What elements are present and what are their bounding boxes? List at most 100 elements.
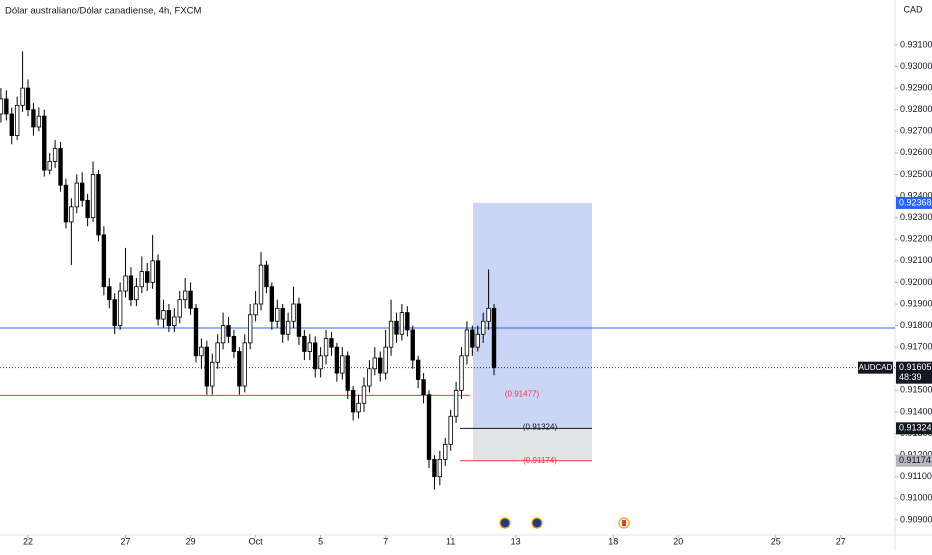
candle-body — [356, 402, 361, 413]
candle-body — [20, 87, 25, 106]
y-tick-label: 0.91200 — [900, 449, 932, 459]
candle-body — [480, 320, 486, 335]
x-tick-label: 25 — [771, 536, 781, 546]
event-icon[interactable] — [531, 517, 543, 529]
x-tick-label: 11 — [446, 536, 455, 546]
entry-badge: 0.91324 — [899, 423, 932, 433]
candle-body — [296, 303, 302, 337]
candle-body — [182, 290, 188, 301]
candle-body — [145, 271, 150, 283]
candle-body — [275, 307, 280, 322]
x-tick-label: 29 — [186, 536, 196, 546]
candle-body — [199, 346, 204, 357]
candle-body — [437, 459, 443, 478]
candle-body — [9, 113, 14, 136]
candle-body — [177, 299, 182, 318]
y-tick-label: 0.92100 — [900, 255, 932, 265]
y-tick-label: 0.92600 — [900, 147, 932, 157]
candle-body — [25, 87, 31, 111]
candle-body — [405, 312, 410, 331]
candle-body — [307, 342, 312, 352]
candle-body — [302, 335, 307, 352]
candle-body — [394, 320, 399, 335]
y-tick-label: 0.92300 — [900, 212, 932, 222]
candle-body — [74, 182, 79, 208]
position-stop-zone — [473, 428, 592, 461]
x-tick-label: 18 — [608, 536, 618, 546]
y-tick-label: 0.93100 — [900, 39, 932, 49]
symbol-badge: AUDCAD — [859, 363, 893, 372]
candle-body — [112, 299, 117, 326]
symbol-badge-bg — [858, 361, 893, 374]
candle-body — [123, 275, 128, 292]
horizontal-line-label: (0.91477) — [505, 389, 540, 398]
candle-body — [63, 184, 69, 223]
candle-body — [285, 320, 291, 335]
candle-body — [4, 98, 9, 115]
candle-body — [291, 303, 296, 322]
x-tick-label: 22 — [23, 536, 33, 546]
candle-body — [340, 355, 345, 374]
stop-badge-bg — [896, 454, 932, 467]
y-tick-label: 0.92900 — [900, 82, 932, 92]
y-tick-label: 0.91900 — [900, 298, 932, 308]
x-tick-label: 27 — [121, 536, 131, 546]
candle-body — [80, 182, 85, 201]
candle-body — [432, 459, 437, 478]
event-flag — [622, 520, 626, 526]
candle-body — [166, 310, 172, 326]
candle-body — [101, 234, 107, 288]
candle-body — [426, 394, 432, 460]
candle-body — [150, 260, 155, 283]
candle-body — [486, 307, 491, 322]
y-tick-label: 0.91800 — [900, 320, 932, 330]
y-tick-label: 0.91700 — [900, 342, 932, 352]
candle-body — [96, 174, 101, 236]
y-tick-label: 0.92500 — [900, 169, 932, 179]
candle-body — [459, 355, 464, 391]
candle-body — [367, 368, 372, 387]
candle-body — [193, 307, 199, 357]
x-tick-label: 13 — [511, 536, 521, 546]
event-icon[interactable] — [499, 517, 511, 529]
candle-body — [220, 325, 226, 344]
candle-body — [231, 335, 237, 352]
candle-body — [313, 342, 318, 370]
y-tick-label: 0.92400 — [900, 190, 932, 200]
candle-body — [464, 329, 470, 357]
candle-body — [58, 148, 63, 186]
candle-body — [361, 385, 367, 404]
target-badge-bg — [896, 196, 932, 209]
x-tick-label: Oct — [249, 536, 264, 546]
candle-body — [237, 351, 242, 387]
candle-body — [85, 199, 90, 219]
candle-body — [345, 355, 350, 391]
candle-body — [155, 260, 161, 320]
candle-body — [443, 443, 448, 460]
candle-body — [117, 290, 123, 326]
candle-body — [36, 115, 42, 128]
y-tick-label: 0.91500 — [900, 385, 932, 395]
candle-body — [318, 355, 323, 370]
candle-body — [210, 361, 215, 387]
candle-body — [388, 320, 394, 348]
candle-body — [264, 264, 269, 288]
candle-body — [128, 275, 134, 301]
y-tick-label: 0.91000 — [900, 493, 932, 503]
candle-body — [269, 286, 275, 322]
countdown: 48:39 — [899, 372, 922, 382]
y-tick-label: 0.90900 — [900, 514, 932, 524]
candle-body — [253, 303, 258, 316]
entry-label: (0.91324) — [523, 422, 558, 431]
y-tick-label: 0.92800 — [900, 104, 932, 114]
candle-body — [475, 333, 480, 348]
candle-body — [31, 109, 36, 128]
candle-body — [378, 357, 383, 374]
plot: (0.91324) (0.91174) (0.91477) — [0, 51, 895, 490]
candle-body — [139, 271, 144, 288]
candle-body — [69, 206, 74, 223]
candle-body — [161, 310, 166, 320]
candle-body — [42, 115, 47, 171]
candle-body — [329, 338, 334, 348]
